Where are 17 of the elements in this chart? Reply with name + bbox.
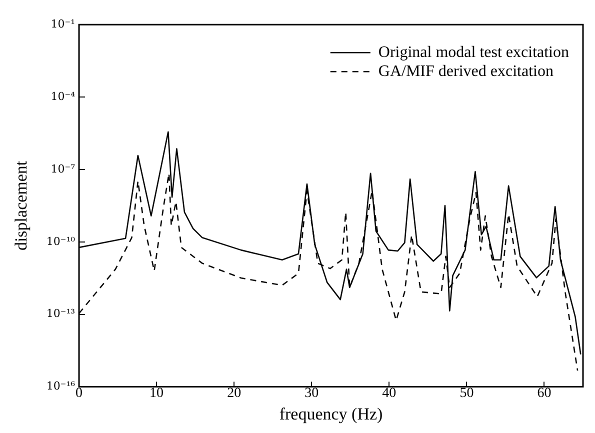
- y-tick-label: 10⁻¹⁶: [46, 380, 76, 393]
- x-tick-label: 10: [150, 386, 164, 401]
- y-tick-label: 10⁻¹⁰: [46, 234, 76, 248]
- x-tick-label: 40: [382, 386, 396, 401]
- x-tick-label: 50: [460, 386, 474, 401]
- x-axis-title: frequency (Hz): [279, 404, 383, 424]
- x-tick-label: 20: [227, 386, 242, 401]
- y-tick-label: 10⁻⁷: [50, 162, 76, 176]
- y-axis-title: displacement: [12, 160, 31, 251]
- x-tick-label: 30: [304, 386, 319, 401]
- legend-label: Original modal test excitation: [378, 44, 570, 61]
- x-tick-label: 0: [76, 386, 83, 401]
- y-tick-label: 10⁻⁴: [50, 90, 76, 103]
- y-tick-label: 10⁻¹³: [46, 307, 76, 320]
- x-tick-label: 60: [537, 386, 552, 401]
- y-tick-label: 10⁻¹: [50, 17, 76, 30]
- legend-label: GA/MIF derived excitation: [378, 62, 554, 80]
